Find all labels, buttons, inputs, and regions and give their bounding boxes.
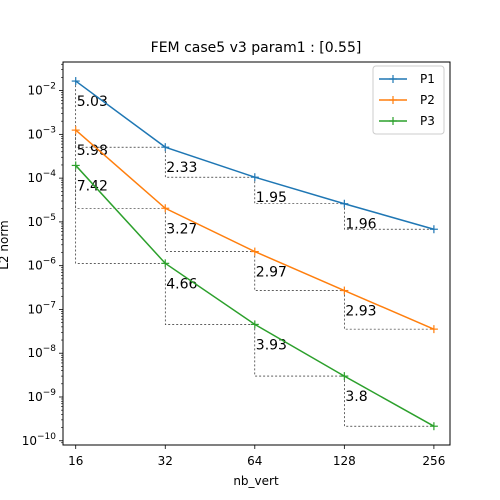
data-point [71, 126, 80, 135]
series-layer: 5.03 2.33 1.95 1.96 5.98 3.27 2.97 2.93 7.42 4.66… [71, 77, 438, 431]
slope-triangle [164, 263, 255, 325]
data-point [429, 422, 438, 431]
chart-title: FEM case5 v3 param1 : [0.55] [151, 40, 362, 56]
x-axis-label: nb_vert [233, 474, 279, 488]
slope-triangles-P1: 5.03 2.33 1.95 1.96 [75, 81, 434, 233]
data-point [250, 320, 259, 329]
slope-label: 3.8 [345, 389, 367, 405]
legend-label: P2 [420, 93, 435, 107]
slope-label: 3.93 [256, 337, 287, 353]
slope-label: 1.95 [256, 190, 287, 206]
y-tick-label: 10−2 [27, 82, 56, 98]
y-tick-label: 10−6 [27, 257, 56, 273]
slope-triangle [75, 130, 166, 209]
x-tick-label: 64 [247, 454, 262, 468]
slope-label: 2.93 [345, 304, 376, 320]
data-point [340, 199, 349, 208]
slope-triangles-P3: 7.42 4.66 3.93 3.8 [75, 165, 434, 427]
slope-label: 5.98 [77, 143, 108, 159]
data-point [71, 77, 80, 86]
slope-triangles-P2: 5.98 3.27 2.97 2.93 [75, 130, 434, 330]
y-tick-label: 10−3 [27, 125, 56, 141]
slope-triangle [344, 203, 434, 230]
slope-label: 7.42 [77, 178, 108, 194]
slope-triangle [254, 251, 345, 291]
slope-label: 5.03 [77, 94, 108, 110]
legend: P1 P2 P3 [372, 65, 445, 135]
slope-triangle [75, 81, 166, 148]
y-tick-label: 10−9 [27, 388, 56, 404]
y-tick-label: 10−7 [27, 300, 56, 316]
series-P1 [71, 77, 438, 234]
slope-label: 1.96 [345, 217, 376, 233]
data-point [429, 225, 438, 234]
legend-label: P3 [420, 114, 435, 128]
legend-item-P3: P3 [379, 114, 435, 128]
slope-triangle [254, 324, 345, 377]
slope-label: 3.27 [166, 221, 197, 237]
data-point [340, 372, 349, 381]
y-tick-label: 10−5 [27, 213, 56, 229]
data-point [71, 161, 80, 170]
slope-triangle [344, 290, 434, 330]
data-point [250, 173, 259, 182]
axis-ticks: 16 32 64 128 256 10−10 10−9 10−8 10−7 10−6 10−5 10−… [22, 63, 445, 468]
x-tick-label: 32 [158, 454, 173, 468]
series-P2 [71, 126, 438, 334]
y-tick-label: 10−4 [27, 169, 56, 185]
data-point [161, 143, 170, 152]
data-point [340, 286, 349, 295]
y-axis-label: L2 norm [0, 220, 11, 270]
legend-box [372, 65, 445, 135]
legend-label: P1 [420, 72, 435, 86]
data-point [429, 325, 438, 334]
slope-label: 2.33 [166, 160, 197, 176]
slope-triangle [164, 147, 255, 178]
legend-item-P2: P2 [379, 93, 435, 107]
slope-triangle [254, 177, 345, 205]
slope-triangle [344, 376, 434, 427]
series-P3 [71, 161, 438, 431]
data-point [161, 259, 170, 268]
slope-triangle [75, 165, 166, 264]
legend-item-P1: P1 [379, 72, 435, 86]
x-tick-label: 128 [333, 454, 356, 468]
slope-label: 2.97 [256, 265, 287, 281]
x-tick-label: 16 [68, 454, 83, 468]
y-tick-label: 10−8 [27, 344, 56, 360]
slope-label: 4.66 [166, 276, 197, 292]
x-tick-label: 256 [422, 454, 445, 468]
y-tick-label: 10−10 [22, 432, 57, 448]
data-point [250, 247, 259, 256]
data-point [161, 204, 170, 213]
